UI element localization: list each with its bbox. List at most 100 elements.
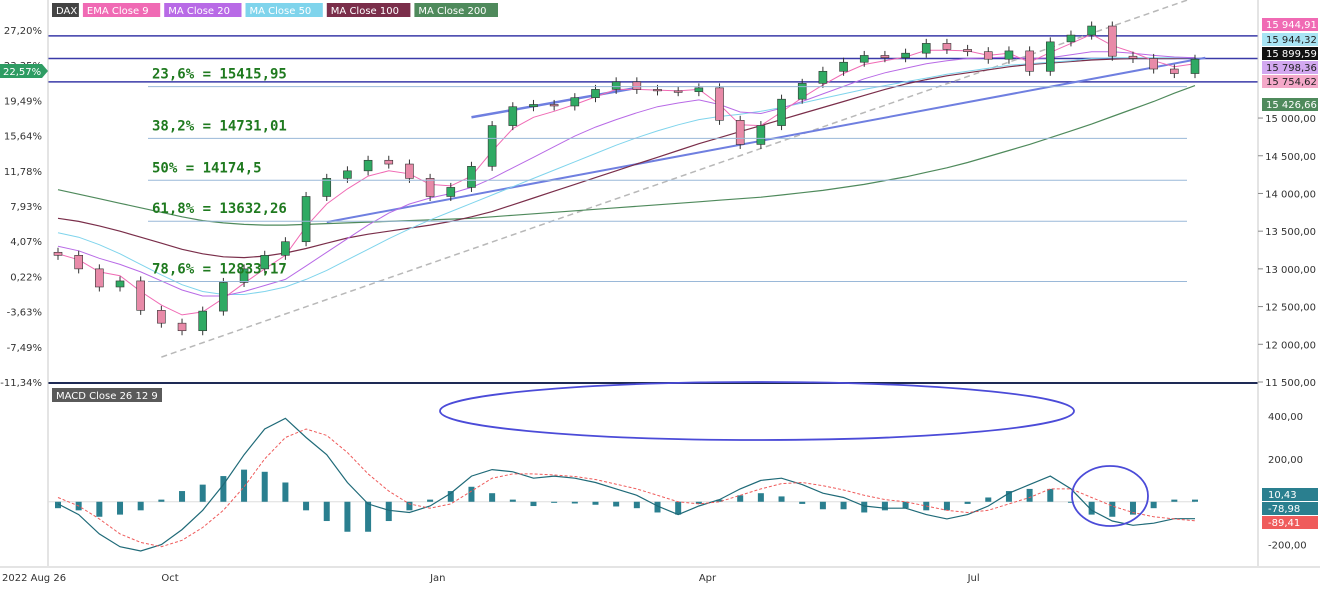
candle-down <box>1128 55 1138 59</box>
annotation-ellipse-large <box>439 381 1075 441</box>
candle-down <box>880 55 890 59</box>
candle-up <box>570 97 580 107</box>
macd-histogram-bar <box>716 499 723 502</box>
candle-up <box>591 89 600 98</box>
candles <box>53 21 1200 336</box>
pct-tick-label: 7,93% <box>10 202 42 213</box>
price-badge-bg <box>1262 61 1318 74</box>
candle-down <box>95 268 104 288</box>
candle-up <box>777 98 786 126</box>
macd-histogram-bar <box>447 491 454 502</box>
macd-histogram-bar <box>323 501 330 522</box>
macd-histogram-bar <box>861 501 868 513</box>
macd-histogram-bar <box>303 501 310 511</box>
macd-histogram-bar <box>943 501 950 511</box>
macd-histogram-bar <box>117 501 124 515</box>
macd-histogram-bar <box>737 495 744 502</box>
macd-histogram-bar <box>654 501 661 513</box>
macd-histogram-bar <box>985 497 992 502</box>
candle-down <box>983 51 993 60</box>
macd-title: MACD Close 26 12 9 <box>56 391 158 402</box>
macd-histogram-bar <box>799 501 806 504</box>
price-tick-label: 15 000,00 <box>1265 114 1316 125</box>
x-tick-label: Apr <box>699 573 717 584</box>
candle-up <box>1087 25 1096 36</box>
macd-histogram-bar <box>509 499 516 502</box>
candle-down <box>384 159 394 165</box>
macd-histogram-bar <box>96 501 103 517</box>
legend-chip-bg <box>82 3 161 17</box>
macd-histogram-bar <box>179 491 186 502</box>
macd-histogram-bar <box>675 501 682 515</box>
macd-histogram-bar <box>241 469 248 502</box>
macd-histogram-bar <box>55 501 61 509</box>
x-tick-label: Jul <box>967 573 980 584</box>
candle-up <box>1066 34 1076 43</box>
price-badge-label: 15 899,59 <box>1266 49 1317 60</box>
macd-title-bg <box>52 388 162 402</box>
candle-down <box>653 89 662 92</box>
macd-tick-label: 400,00 <box>1268 412 1303 423</box>
macd-histogram-bar <box>220 476 227 502</box>
candle-down <box>53 251 63 256</box>
candle-up <box>446 187 456 197</box>
legend-chip-bg <box>245 3 323 17</box>
macd-histogram-bar <box>613 501 620 507</box>
candle-up <box>797 83 807 100</box>
candle-up <box>839 61 848 72</box>
candle-up <box>508 106 518 126</box>
macd-histogram-bar <box>778 496 785 502</box>
macd-badge-bg <box>1262 502 1318 515</box>
legend-chip-label: MA Close 200 <box>418 6 486 17</box>
macd-histogram-bar <box>489 493 496 502</box>
macd-histogram-bar <box>1192 499 1198 502</box>
macd-histogram-bar <box>881 501 888 511</box>
candle-up <box>921 43 931 54</box>
macd-histogram-bar <box>1150 501 1157 509</box>
macd-histogram-bar <box>530 501 537 507</box>
fib-label: 50% = 14174,5 <box>152 160 262 176</box>
price-badge-bg <box>1262 98 1318 111</box>
macd-histogram-bar <box>261 471 268 502</box>
candle-down <box>963 49 972 52</box>
candle-up <box>1190 58 1200 74</box>
macd-tick-label: -200,00 <box>1268 541 1307 552</box>
candle-up <box>239 268 249 283</box>
pct-tick-label: -11,34% <box>0 378 42 389</box>
macd-panel: 400,00 200,00 -200,00 MACD Close 26 12 9 <box>48 381 1307 552</box>
candle-up <box>1004 50 1014 60</box>
legend-chip-bg <box>414 3 498 17</box>
candle-down <box>157 310 166 324</box>
fib-label: 38,2% = 14731,01 <box>152 118 287 134</box>
macd-histogram-bar <box>427 499 434 502</box>
macd-histogram-bar <box>158 499 165 502</box>
macd-histogram-bar <box>592 501 599 505</box>
support-trendline <box>326 56 1206 224</box>
legend-chip-bg <box>164 3 242 17</box>
pct-tick-label: -3,63% <box>7 308 42 319</box>
macd-histogram-bar <box>137 501 144 511</box>
left-pct-badge-bg <box>0 64 48 78</box>
price-badge-bg <box>1262 47 1318 60</box>
price-badge-bg <box>1262 75 1318 88</box>
macd-histogram-bar <box>468 486 475 502</box>
candle-up <box>529 104 538 108</box>
candle-down <box>942 43 952 50</box>
macd-histogram-bar <box>757 493 764 502</box>
ma200-line <box>57 85 1196 226</box>
macd-signal-line <box>57 428 1196 548</box>
candle-up <box>756 125 766 145</box>
legend-chip-bg <box>52 3 79 17</box>
macd-histogram-bar <box>385 501 392 522</box>
candle-down <box>632 81 642 90</box>
macd-histogram-bar <box>551 501 558 503</box>
macd-badge-bg <box>1262 488 1318 501</box>
legend-chip-bg <box>326 3 411 17</box>
candle-down <box>1149 58 1158 70</box>
macd-histogram-bar <box>819 501 826 510</box>
candle-up <box>1045 41 1055 72</box>
badges: 15 944,91 15 944,32 15 899,59 15 798,36 15 7… <box>0 18 1318 529</box>
macd-histogram-bar <box>1088 501 1095 515</box>
